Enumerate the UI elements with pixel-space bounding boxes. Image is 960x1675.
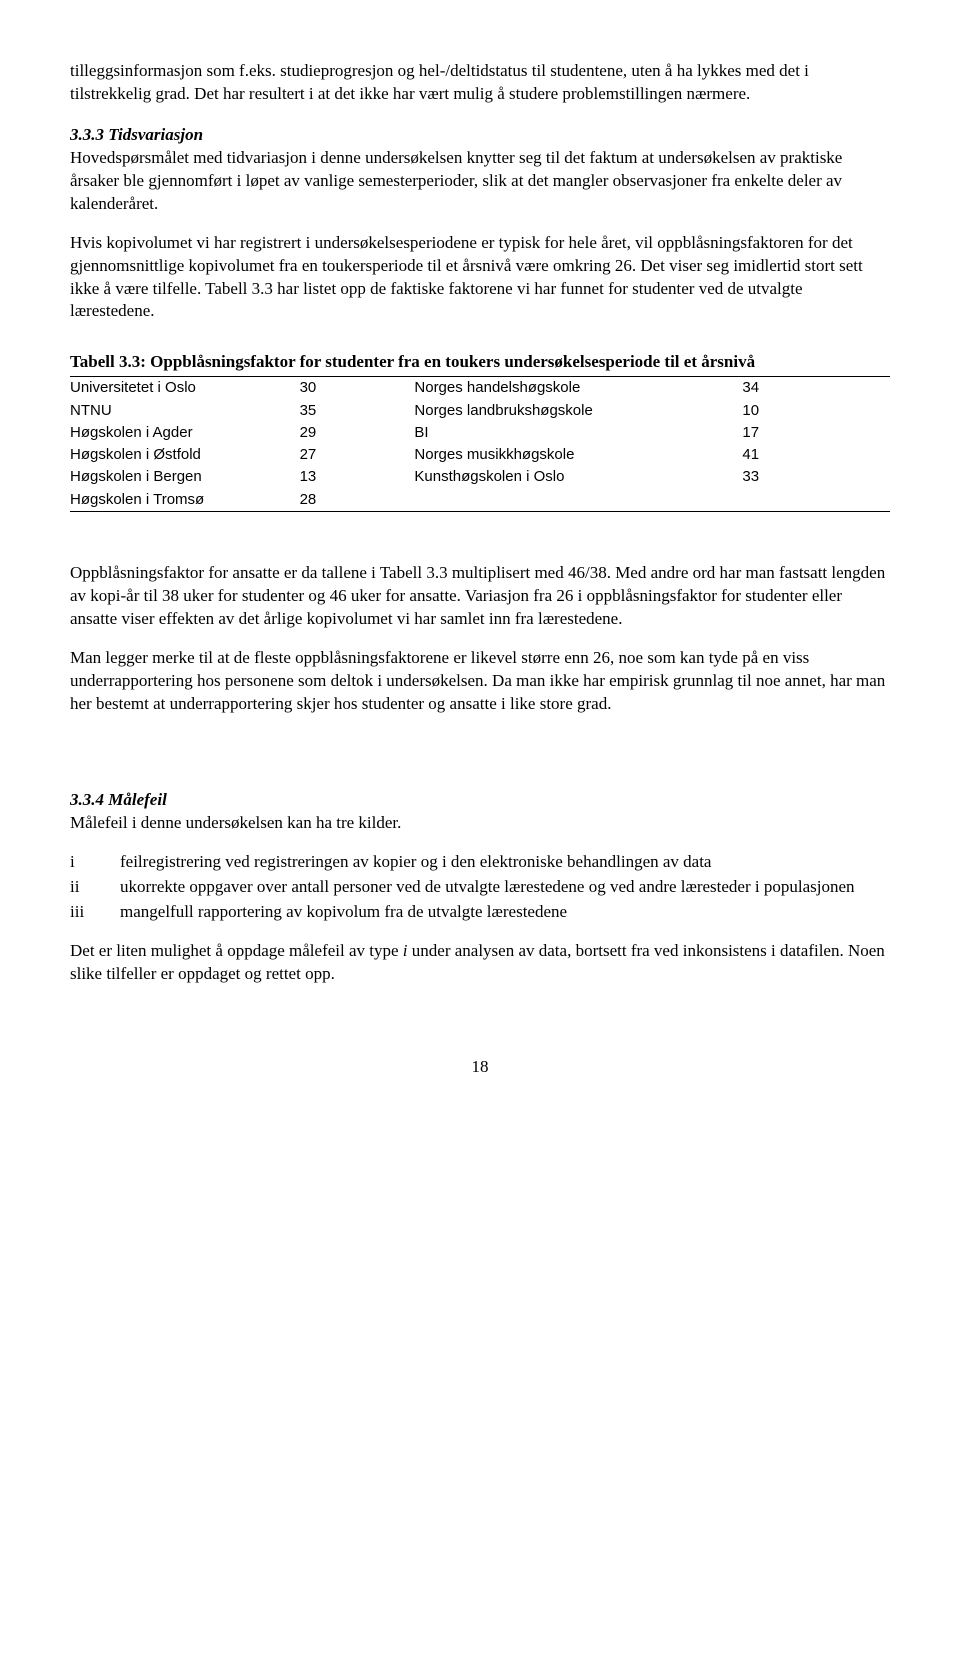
list-marker: iii — [70, 901, 120, 924]
table-cell: Norges landbrukshøgskole — [414, 400, 742, 422]
list-marker: ii — [70, 876, 120, 899]
table-cell: BI — [414, 422, 742, 444]
table-cell: 10 — [742, 400, 890, 422]
paragraph: Oppblåsningsfaktor for ansatte er da tal… — [70, 562, 890, 631]
table-row: Høgskolen i Agder29BI17 — [70, 422, 890, 444]
table-row: Høgskolen i Tromsø28 — [70, 489, 890, 512]
table-oppblasningsfaktor: Universitetet i Oslo30Norges handelshøgs… — [70, 376, 890, 512]
table-cell: Kunsthøgskolen i Oslo — [414, 466, 742, 488]
table-row: Universitetet i Oslo30Norges handelshøgs… — [70, 377, 890, 400]
table-row: NTNU35Norges landbrukshøgskole10 — [70, 400, 890, 422]
paragraph: tilleggsinformasjon som f.eks. studiepro… — [70, 60, 890, 106]
table-cell: 28 — [300, 489, 415, 512]
text: Det er liten mulighet å oppdage målefeil… — [70, 941, 403, 960]
table-cell — [742, 489, 890, 512]
paragraph: Målefeil i denne undersøkelsen kan ha tr… — [70, 812, 890, 835]
table-cell: 13 — [300, 466, 415, 488]
section-heading-334: 3.3.4 Målefeil — [70, 789, 890, 812]
table-cell: Norges musikkhøgskole — [414, 444, 742, 466]
table-cell: 27 — [300, 444, 415, 466]
list-item: iiimangelfull rapportering av kopivolum … — [70, 901, 890, 924]
page-number: 18 — [70, 1056, 890, 1079]
table-caption: Tabell 3.3: Oppblåsningsfaktor for stude… — [70, 351, 890, 374]
list-text: feilregistrering ved registreringen av k… — [120, 851, 890, 874]
paragraph: Det er liten mulighet å oppdage målefeil… — [70, 940, 890, 986]
list-marker: i — [70, 851, 120, 874]
table-cell: 35 — [300, 400, 415, 422]
table-cell — [414, 489, 742, 512]
table-cell: Høgskolen i Bergen — [70, 466, 300, 488]
table-cell: 29 — [300, 422, 415, 444]
table-cell: 33 — [742, 466, 890, 488]
table-cell: 34 — [742, 377, 890, 400]
table-cell: Høgskolen i Agder — [70, 422, 300, 444]
table-cell: Norges handelshøgskole — [414, 377, 742, 400]
table-cell: 17 — [742, 422, 890, 444]
list-item: iiukorrekte oppgaver over antall persone… — [70, 876, 890, 899]
table-row: Høgskolen i Østfold27Norges musikkhøgsko… — [70, 444, 890, 466]
table-cell: Universitetet i Oslo — [70, 377, 300, 400]
error-sources-list: ifeilregistrering ved registreringen av … — [70, 851, 890, 924]
paragraph: Hovedspørsmålet med tidvariasjon i denne… — [70, 147, 890, 216]
table-row: Høgskolen i Bergen13Kunsthøgskolen i Osl… — [70, 466, 890, 488]
table-cell: NTNU — [70, 400, 300, 422]
list-text: ukorrekte oppgaver over antall personer … — [120, 876, 890, 899]
list-text: mangelfull rapportering av kopivolum fra… — [120, 901, 890, 924]
section-heading-333: 3.3.3 Tidsvariasjon — [70, 124, 890, 147]
list-item: ifeilregistrering ved registreringen av … — [70, 851, 890, 874]
table-cell: Høgskolen i Tromsø — [70, 489, 300, 512]
table-cell: Høgskolen i Østfold — [70, 444, 300, 466]
table-cell: 41 — [742, 444, 890, 466]
paragraph: Hvis kopivolumet vi har registrert i und… — [70, 232, 890, 324]
paragraph: Man legger merke til at de fleste oppblå… — [70, 647, 890, 716]
table-cell: 30 — [300, 377, 415, 400]
